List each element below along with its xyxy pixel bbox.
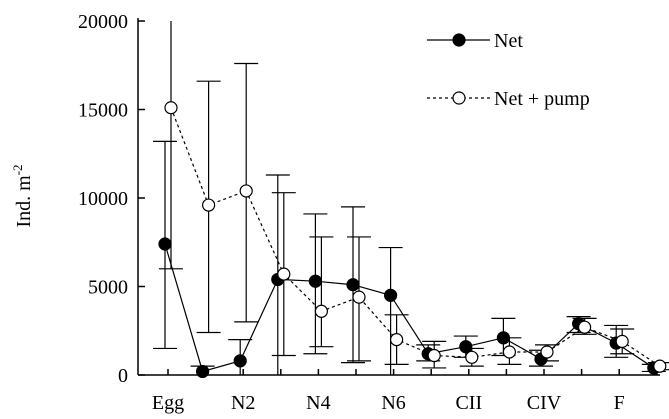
data-point <box>202 198 216 212</box>
legend-label-net: Net <box>494 30 523 52</box>
data-point <box>233 354 247 368</box>
data-point <box>615 334 629 348</box>
y-axis-label-text: Ind. m <box>13 175 35 228</box>
data-point <box>384 288 398 302</box>
x-tick-label: N4 <box>306 392 330 414</box>
x-tick-label: F <box>614 392 625 414</box>
data-point <box>427 348 441 363</box>
data-point <box>352 290 366 304</box>
data-point <box>277 267 291 281</box>
data-point <box>459 340 473 354</box>
y-ticks: 0 5000 10000 15000 20000 <box>78 11 145 387</box>
data-point <box>314 304 328 318</box>
data-point <box>465 350 479 364</box>
series-layer <box>153 21 669 379</box>
x-tick-label: N2 <box>231 392 255 414</box>
x-tick-label: Egg <box>152 392 184 414</box>
legend: Net Net + pump <box>427 30 590 110</box>
data-point <box>239 184 253 198</box>
y-axis-label-superscript: -2 <box>10 164 25 175</box>
y-tick-label: 5000 <box>88 277 128 299</box>
legend-marker-net <box>452 33 466 47</box>
x-tick-label: CII <box>455 392 482 414</box>
y-tick-label: 20000 <box>78 11 128 33</box>
x-ticks: Egg N2 N4 N6 CII CIV F <box>152 369 658 414</box>
data-point <box>346 278 360 292</box>
x-tick-label: CIV <box>527 392 562 414</box>
series-net-pump <box>159 21 669 373</box>
series-line <box>170 107 661 367</box>
data-point <box>653 359 667 373</box>
x-tick-label: N6 <box>381 392 405 414</box>
data-point <box>540 345 554 359</box>
series-line <box>164 243 655 373</box>
axes <box>137 18 660 376</box>
y-tick-label: 0 <box>118 365 128 387</box>
legend-label-net-pump: Net + pump <box>494 88 590 110</box>
data-point <box>164 101 178 115</box>
data-point <box>308 274 322 288</box>
data-point <box>196 364 210 379</box>
y-tick-label: 10000 <box>78 188 128 210</box>
y-tick-label: 15000 <box>78 100 128 122</box>
data-point <box>158 237 172 251</box>
data-point <box>577 320 592 334</box>
data-point <box>390 333 404 347</box>
data-point <box>502 345 516 359</box>
series-net <box>153 140 666 379</box>
legend-marker-net-pump <box>452 91 466 105</box>
y-axis-label: Ind. m-2 <box>10 164 35 227</box>
